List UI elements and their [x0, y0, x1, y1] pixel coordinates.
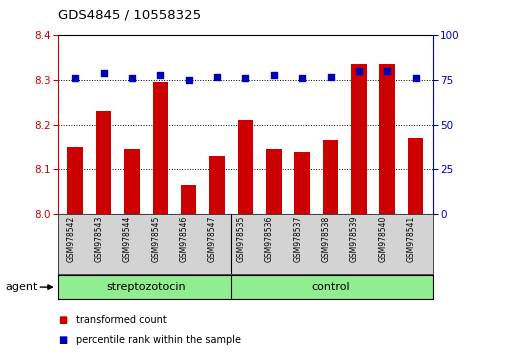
- Point: [241, 75, 249, 81]
- Text: streptozotocin: streptozotocin: [106, 282, 185, 292]
- Point: [184, 77, 192, 83]
- Point: [71, 75, 79, 81]
- Text: control: control: [311, 282, 349, 292]
- Point: [156, 72, 164, 78]
- Bar: [152, 82, 168, 214]
- Text: GSM978535: GSM978535: [236, 216, 245, 262]
- Point: [326, 74, 334, 79]
- Text: GDS4845 / 10558325: GDS4845 / 10558325: [58, 8, 201, 21]
- Point: [354, 68, 362, 74]
- Point: [128, 75, 136, 81]
- Text: GSM978544: GSM978544: [123, 216, 132, 262]
- Text: GSM978537: GSM978537: [292, 216, 301, 262]
- Text: GSM978547: GSM978547: [208, 216, 217, 262]
- Bar: [294, 152, 310, 214]
- Text: GSM978541: GSM978541: [406, 216, 415, 262]
- Text: GSM978542: GSM978542: [66, 216, 75, 262]
- Text: GSM978543: GSM978543: [94, 216, 104, 262]
- Bar: [95, 112, 111, 214]
- Text: GSM978538: GSM978538: [321, 216, 330, 262]
- Bar: [67, 147, 83, 214]
- Bar: [237, 120, 252, 214]
- Bar: [407, 138, 423, 214]
- Bar: [180, 185, 196, 214]
- Text: ■: ■: [58, 335, 67, 345]
- Bar: [209, 156, 224, 214]
- Point: [297, 75, 306, 81]
- Bar: [322, 141, 338, 214]
- Point: [382, 68, 390, 74]
- Text: transformed count: transformed count: [76, 315, 166, 325]
- Bar: [124, 149, 139, 214]
- Text: GSM978540: GSM978540: [378, 216, 386, 262]
- Point: [269, 72, 277, 78]
- Text: GSM978539: GSM978539: [349, 216, 358, 262]
- Point: [99, 70, 108, 76]
- Point: [411, 75, 419, 81]
- Text: GSM978546: GSM978546: [179, 216, 188, 262]
- Bar: [266, 149, 281, 214]
- Text: GSM978536: GSM978536: [264, 216, 273, 262]
- Bar: [350, 64, 366, 214]
- Text: GSM978545: GSM978545: [151, 216, 160, 262]
- Text: agent: agent: [5, 282, 37, 292]
- Text: percentile rank within the sample: percentile rank within the sample: [76, 335, 240, 345]
- Bar: [379, 64, 394, 214]
- Text: ■: ■: [58, 315, 67, 325]
- Point: [213, 74, 221, 79]
